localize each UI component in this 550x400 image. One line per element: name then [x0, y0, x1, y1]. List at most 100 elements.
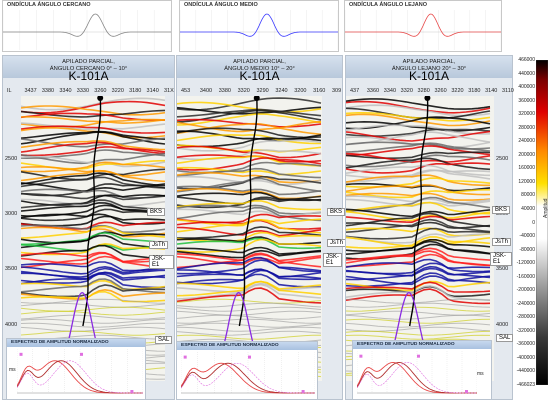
- wavelet-near-plot: [3, 10, 171, 50]
- wavelet-mid-plot: [180, 10, 338, 50]
- seismic-reflector: [177, 175, 322, 186]
- depth-tick: 2500: [5, 156, 18, 162]
- colorbar-tick-label: 200000: [518, 151, 535, 158]
- depth-tick: 3500: [5, 266, 18, 272]
- colorbar-tick-label: -320000: [516, 327, 535, 334]
- panel-far-well-name: K-101A: [408, 69, 450, 83]
- seismic-reflector: [21, 251, 165, 263]
- wavelet-near-title: ONDÍCULA ÁNGULO CERCANO: [7, 2, 91, 8]
- horizon-label: JsTh: [149, 241, 169, 249]
- seismic-reflector: [21, 97, 165, 111]
- spectrum-near-title: ESPECTRO DE AMPLITUD NORMALIZADO: [7, 339, 145, 347]
- trace-axis-label: 3330: [76, 88, 90, 94]
- seismic-reflector: [21, 182, 165, 192]
- well-trajectory: [238, 96, 258, 327]
- seismic-reflector: [346, 258, 491, 273]
- seismic-reflector: [21, 141, 165, 155]
- seismic-reflector: [346, 247, 491, 261]
- spectrum-near-unit: ms: [9, 367, 16, 373]
- colorbar-tick-label: -466023: [516, 382, 535, 388]
- panel-far-header: APILADO PARCIAL, ÁNGULO LEJANO 20° – 30°: [346, 56, 512, 78]
- seismic-reflector: [177, 238, 322, 253]
- seismic-reflector: [346, 183, 491, 196]
- seismic-reflector: [177, 249, 322, 259]
- spectrum-marker: [359, 354, 363, 358]
- seismic-reflector: [346, 164, 491, 177]
- wavelet-mid-box: ONDÍCULA ÁNGULO MEDIO: [179, 0, 339, 52]
- spectrum-marker: [183, 355, 187, 359]
- colorbar-tick-label: -360000: [516, 341, 535, 348]
- spectrum-marker: [465, 390, 468, 393]
- seismic-reflector: [21, 122, 165, 131]
- wavelet-far-title: ONDÍCULA ÁNGULO LEJANO: [349, 2, 428, 8]
- trace-axis-label: 3290: [256, 88, 269, 94]
- seismic-reflector: [177, 166, 322, 176]
- seismic-reflector: [346, 98, 491, 110]
- colorbar-tick-label: 280000: [518, 124, 535, 131]
- spectrum-near-plot: [17, 349, 143, 394]
- seismic-reflector: [177, 199, 322, 211]
- seismic-reflector: [346, 162, 491, 174]
- seismic-salt-reflector: [177, 314, 322, 320]
- seismic-salt-reflector: [177, 302, 322, 308]
- wavelet-near-box: ONDÍCULA ÁNGULO CERCANO: [2, 0, 172, 52]
- trace-axis-label: 3220: [451, 88, 464, 94]
- seismic-reflector: [21, 131, 165, 145]
- depth-tick: 4000: [5, 322, 18, 328]
- colorbar-tick-label: -240000: [516, 300, 535, 307]
- seismic-reflector: [21, 231, 165, 246]
- well-trajectory: [82, 96, 102, 327]
- colorbar-tick-label: -400000: [516, 354, 535, 361]
- spectrum-curve: [181, 362, 315, 394]
- colorbar-tick-label: 120000: [518, 178, 535, 185]
- seismic-reflector: [346, 281, 491, 293]
- colorbar-tick-label: 160000: [518, 165, 535, 172]
- trace-axis-label: 3360: [366, 88, 380, 94]
- panel-far-seismic: [346, 96, 494, 381]
- seismic-reflector: [177, 237, 322, 250]
- spectrum-curve: [17, 360, 143, 394]
- colorbar-tick-label: 0: [532, 219, 535, 226]
- depth-tick: 3000: [496, 211, 509, 217]
- colorbar-tick-label: 360000: [518, 97, 535, 104]
- panel-far-title-line1: APILADO PARCIAL,: [402, 59, 456, 65]
- seismic-salt-reflector: [21, 314, 165, 320]
- depth-tick: 3500: [496, 266, 509, 272]
- seismic-reflector: [177, 171, 322, 184]
- seismic-salt-reflector: [346, 322, 491, 328]
- seismic-reflector: [177, 101, 322, 113]
- trace-axis-label: 3340: [383, 88, 397, 94]
- trace-axis-label: 3400: [199, 88, 213, 94]
- spectrum-mid-title: ESPECTRO DE AMPLITUD NORMALIZADO: [177, 342, 317, 350]
- wavelet-curve: [345, 13, 501, 37]
- colorbar-tick-label: 320000: [518, 111, 535, 118]
- seismic-salt-reflector: [177, 334, 322, 340]
- colorbar-gradient: [536, 60, 548, 385]
- seismic-salt-reflector: [177, 330, 322, 336]
- seismic-reflector: [346, 253, 491, 268]
- seismic-salt-reflector: [346, 298, 491, 304]
- depth-tick: 4000: [496, 322, 509, 328]
- seismic-salt-reflector: [21, 310, 165, 316]
- seismic-reflector: [177, 259, 322, 275]
- seismic-reflector: [346, 240, 491, 255]
- seismic-salt-reflector: [21, 318, 165, 324]
- seismic-reflector: [21, 194, 165, 206]
- seismic-reflector: [21, 168, 165, 181]
- spectrum-far: ESPECTRO DE AMPLITUD NORMALIZADO ms: [352, 340, 492, 400]
- seismic-reflector: [346, 236, 491, 249]
- seismic-reflector: [177, 206, 322, 222]
- seismic-reflector: [177, 113, 322, 126]
- seismic-reflector: [177, 280, 322, 290]
- depth-tick: 2500: [496, 156, 509, 162]
- well-trajectory: [409, 96, 429, 327]
- colorbar-tick-label: -160000: [516, 273, 535, 280]
- trace-axis-label: 3380: [41, 88, 55, 94]
- horizon-label: JSK-E1: [490, 252, 512, 266]
- spectrum-marker: [417, 354, 420, 358]
- seismic-salt-reflector: [177, 318, 322, 324]
- panel-mid-title-line2: ÁNGULO MEDIO 10° – 20°: [224, 66, 295, 72]
- seismic-reflector: [177, 191, 322, 202]
- seismic-salt-reflector: [177, 326, 322, 332]
- panel-mid-seismic: [177, 96, 322, 381]
